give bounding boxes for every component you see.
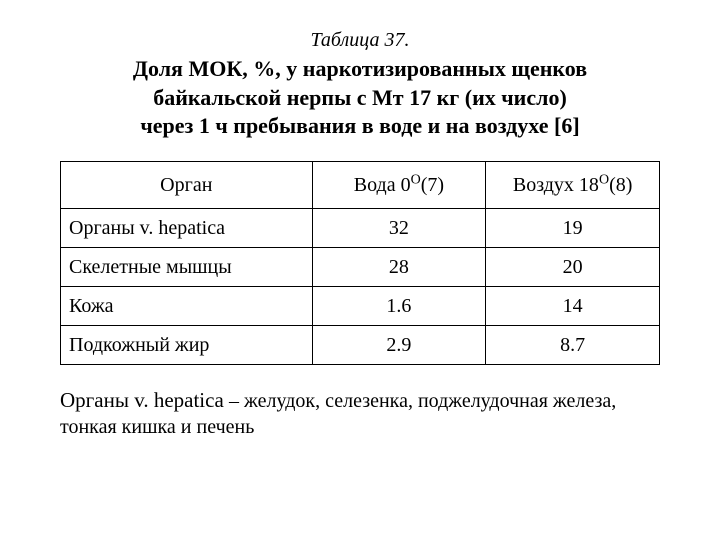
col-header-air-sup: О bbox=[599, 172, 609, 187]
table-row: Органы v. hepatica 32 19 bbox=[61, 208, 660, 247]
row-label: Органы v. hepatica bbox=[61, 208, 313, 247]
row-label: Подкожный жир bbox=[61, 325, 313, 364]
table-row: Кожа 1.6 14 bbox=[61, 286, 660, 325]
cell-water: 32 bbox=[312, 208, 486, 247]
table-row: Скелетные мышцы 28 20 bbox=[61, 247, 660, 286]
col-header-water-post: (7) bbox=[421, 174, 444, 196]
footnote-dash: – bbox=[229, 390, 244, 412]
cell-water: 2.9 bbox=[312, 325, 486, 364]
table-header-row: Орган Вода 0О(7) Воздух 18О(8) bbox=[61, 161, 660, 208]
footnote-lead: Органы v. hepatica bbox=[60, 388, 229, 412]
table-caption: Таблица 37. bbox=[60, 28, 660, 53]
cell-air: 14 bbox=[486, 286, 660, 325]
cell-air: 19 bbox=[486, 208, 660, 247]
cell-air: 8.7 bbox=[486, 325, 660, 364]
col-header-organ: Орган bbox=[61, 161, 313, 208]
page: Таблица 37. Доля МОК, %, у наркотизирова… bbox=[0, 0, 720, 540]
col-header-air-pre: Воздух 18 bbox=[513, 174, 599, 196]
title-line-3: через 1 ч пребывания в воде и на воздухе… bbox=[140, 113, 579, 138]
footnote: Органы v. hepatica – желудок, селезенка,… bbox=[60, 387, 660, 440]
col-header-air: Воздух 18О(8) bbox=[486, 161, 660, 208]
table-row: Подкожный жир 2.9 8.7 bbox=[61, 325, 660, 364]
cell-air: 20 bbox=[486, 247, 660, 286]
cell-water: 1.6 bbox=[312, 286, 486, 325]
title-line-2: байкальской нерпы с Мт 17 кг (их число) bbox=[153, 85, 567, 110]
col-header-air-post: (8) bbox=[609, 174, 632, 196]
col-header-water-sup: О bbox=[411, 172, 421, 187]
row-label: Скелетные мышцы bbox=[61, 247, 313, 286]
row-label: Кожа bbox=[61, 286, 313, 325]
table-title: Доля МОК, %, у наркотизированных щенков … bbox=[60, 55, 660, 141]
data-table: Орган Вода 0О(7) Воздух 18О(8) Органы v.… bbox=[60, 161, 660, 365]
table-body: Органы v. hepatica 32 19 Скелетные мышцы… bbox=[61, 208, 660, 364]
cell-water: 28 bbox=[312, 247, 486, 286]
col-header-water: Вода 0О(7) bbox=[312, 161, 486, 208]
col-header-water-pre: Вода 0 bbox=[354, 174, 411, 196]
title-line-1: Доля МОК, %, у наркотизированных щенков bbox=[133, 56, 587, 81]
